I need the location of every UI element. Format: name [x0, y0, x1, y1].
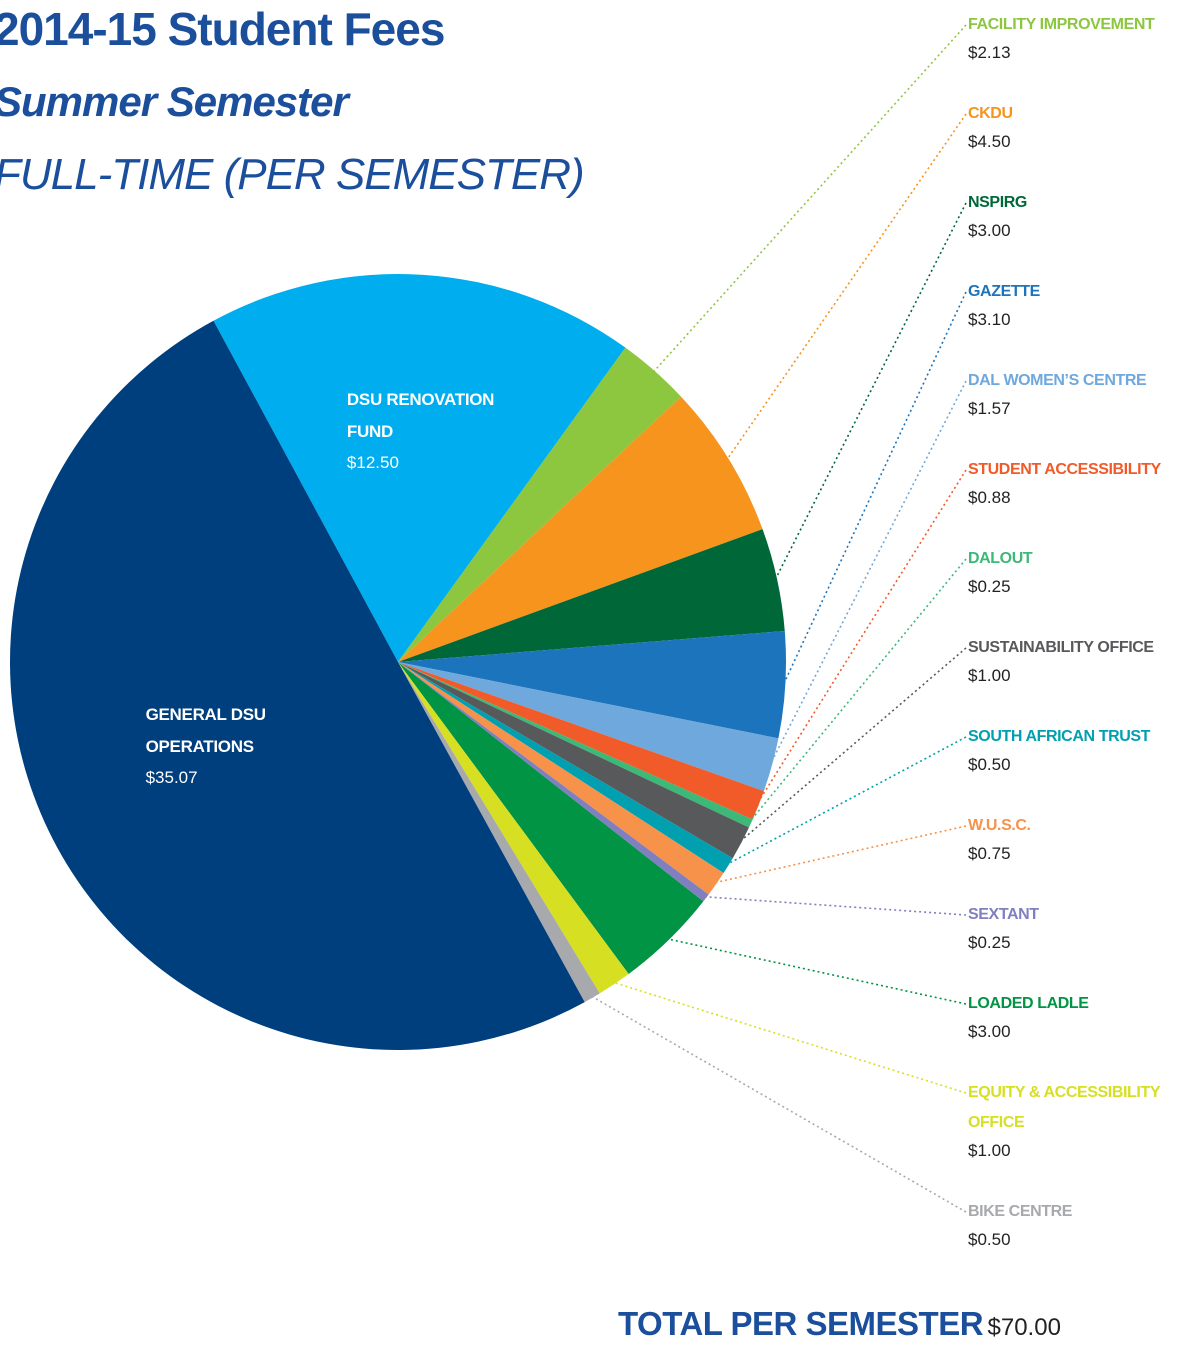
legend-item: BIKE CENTRE $0.50 [968, 1197, 1200, 1253]
legend-value: $3.10 [968, 310, 1011, 329]
legend-name: EQUITY & ACCESSIBILITY OFFICE [968, 1084, 1160, 1131]
legend-name: GAZETTE [968, 283, 1040, 300]
legend-item: W.U.S.C. $0.75 [968, 811, 1200, 867]
legend-item: SEXTANT $0.25 [968, 900, 1200, 956]
slice-name: GENERAL DSU OPERATIONS [145, 705, 266, 757]
leader-line [774, 202, 967, 581]
legend-item: DALOUT $0.25 [968, 544, 1200, 600]
pie-slice [398, 529, 785, 662]
legend-value: $1.00 [968, 666, 1011, 685]
legend-name: W.U.S.C. [968, 817, 1031, 834]
legend-value: $0.75 [968, 844, 1011, 863]
legend-item: LOADED LADLE $3.00 [968, 989, 1200, 1045]
pie-slice [213, 274, 626, 662]
legend-value: $4.50 [968, 132, 1011, 151]
legend-value: $0.25 [968, 933, 1011, 952]
total: TOTAL PER SEMESTER $70.00 [618, 1305, 1061, 1343]
legend-value: $3.00 [968, 221, 1011, 240]
legend-name: SOUTH AFRICAN TRUST [968, 728, 1151, 745]
leader-line [769, 380, 967, 765]
legend-name: FACILITY IMPROVEMENT [968, 16, 1155, 33]
leader-line [714, 825, 967, 884]
pie-slice [9, 320, 585, 1051]
legend-name: NSPIRG [968, 194, 1027, 211]
slice-label: GENERAL DSU OPERATIONS $35.07 [146, 699, 321, 793]
legend-value: $0.50 [968, 1230, 1011, 1249]
legend-value: $0.88 [968, 488, 1011, 507]
leader-line [704, 895, 967, 916]
legend-item: GAZETTE $3.10 [968, 277, 1200, 333]
pie-slice [398, 347, 682, 662]
legend-name: LOADED LADLE [968, 995, 1089, 1012]
slice-name: DSU RENOVATION FUND [346, 390, 495, 442]
legend-item: SOUTH AFRICAN TRUST $0.50 [968, 722, 1200, 778]
leader-line [726, 113, 967, 461]
pie-slice [398, 662, 753, 828]
legend: FACILITY IMPROVEMENT $2.13 CKDU $4.50 NSPIRG… [968, 10, 1200, 1253]
legend-name: DALOUT [968, 550, 1033, 567]
legend-value: $2.13 [968, 43, 1011, 62]
legend-item: STUDENT ACCESSIBILITY $0.88 [968, 455, 1200, 511]
legend-value: $0.25 [968, 577, 1011, 596]
legend-name: STUDENT ACCESSIBILITY [968, 461, 1161, 478]
total-value: $70.00 [987, 1314, 1061, 1341]
chart-title: 2014-15 Student Fees [0, 3, 445, 55]
legend-name: BIKE CENTRE [968, 1203, 1073, 1220]
pie-slice [398, 662, 629, 994]
legend-item: NSPIRG $3.00 [968, 188, 1200, 244]
chart-subtitle: Summer Semester [0, 78, 349, 125]
legend-name: SUSTAINABILITY OFFICE [968, 639, 1154, 656]
slice-label: DSU RENOVATION FUND $12.50 [347, 384, 522, 478]
pie-slice [398, 662, 704, 974]
pie-slice [398, 662, 779, 792]
total-label: TOTAL PER SEMESTER [618, 1305, 984, 1342]
pie-slice [398, 630, 786, 739]
leader-line [782, 291, 967, 686]
pie-slice [398, 662, 764, 820]
legend-name: CKDU [968, 105, 1013, 122]
leader-line [652, 24, 967, 373]
legend-item: FACILITY IMPROVEMENT $2.13 [968, 10, 1200, 66]
leader-line [755, 469, 967, 806]
chart-period: FULL-TIME (PER SEMESTER) [0, 150, 585, 199]
leader-line [748, 558, 967, 824]
legend-value: $1.57 [968, 399, 1011, 418]
leader-line [726, 736, 967, 866]
pie-slice [398, 662, 749, 859]
pie-slice [398, 662, 724, 895]
leader-line [590, 995, 967, 1213]
legend-item: CKDU $4.50 [968, 99, 1200, 155]
legend-name: SEXTANT [968, 906, 1039, 923]
pie-slice [398, 662, 600, 1003]
legend-item: EQUITY & ACCESSIBILITY OFFICE $1.00 [968, 1078, 1200, 1164]
slice-value: $35.07 [145, 768, 198, 788]
legend-name: DAL WOMEN’S CENTRE [968, 372, 1147, 389]
legend-item: DAL WOMEN’S CENTRE $1.57 [968, 366, 1200, 422]
pie-slice [398, 662, 709, 902]
pie-slice [398, 396, 763, 662]
legend-item: SUSTAINABILITY OFFICE $1.00 [968, 633, 1200, 689]
legend-value: $0.50 [968, 755, 1011, 774]
leader-line [666, 937, 967, 1005]
slice-value: $12.50 [346, 453, 399, 473]
leader-line [613, 981, 967, 1094]
legend-value: $1.00 [968, 1141, 1011, 1160]
pie-slice [398, 662, 733, 874]
legend-value: $3.00 [968, 1022, 1011, 1041]
